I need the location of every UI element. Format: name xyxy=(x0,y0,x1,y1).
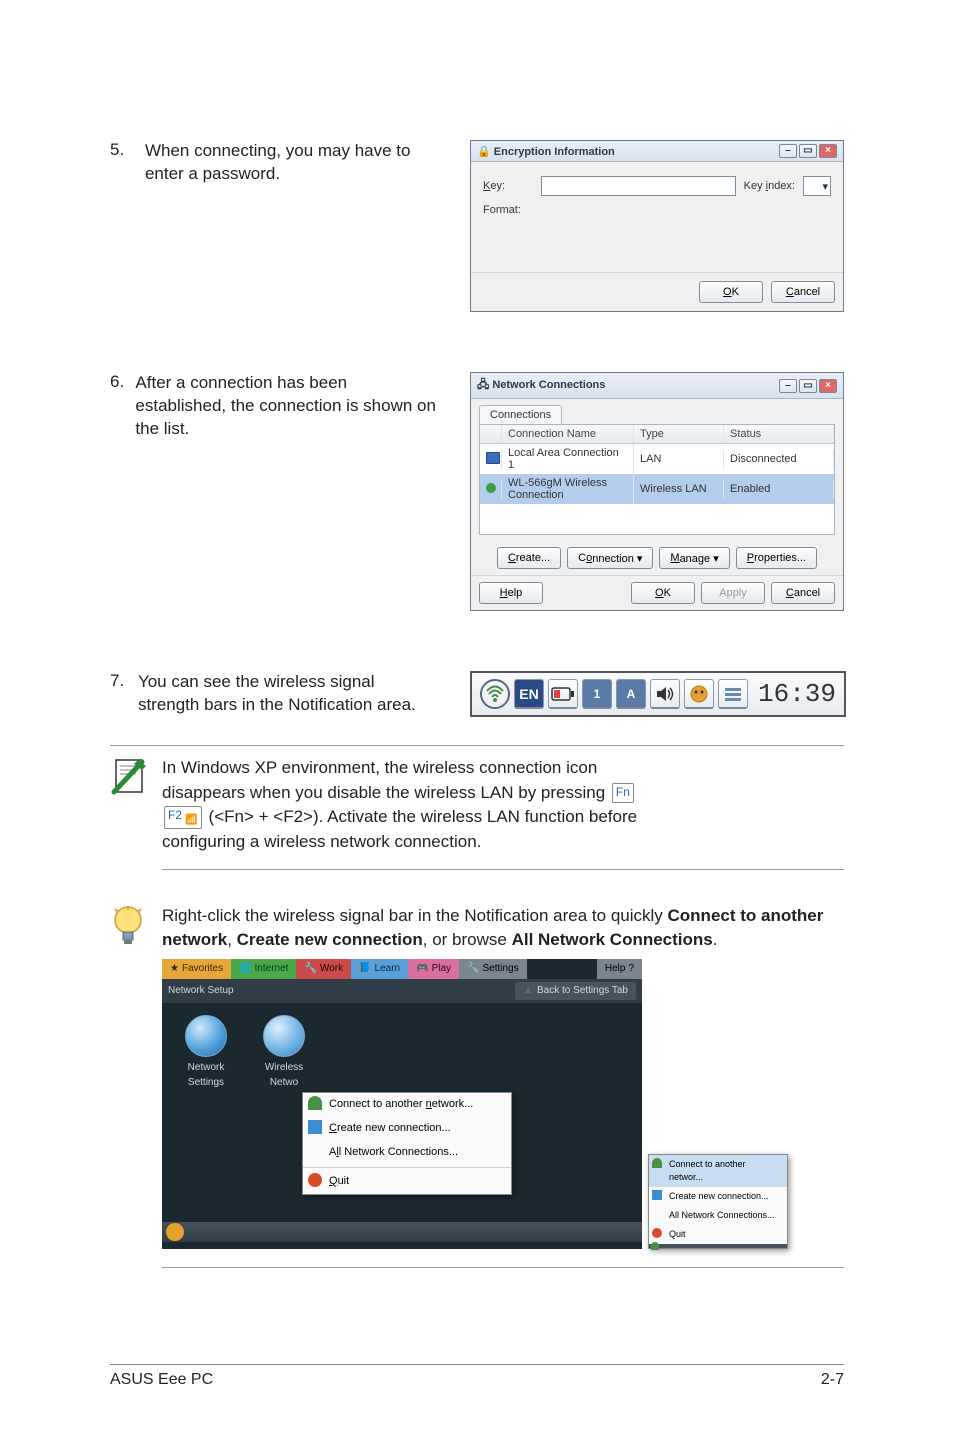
step-7-number: 7. xyxy=(110,671,138,717)
maximize-icon[interactable]: ▭ xyxy=(799,379,817,393)
network-settings-icon[interactable]: Network Settings xyxy=(176,1015,236,1090)
ok-button[interactable]: OK xyxy=(699,281,763,303)
taskbar xyxy=(162,1222,642,1242)
minimize-icon[interactable]: – xyxy=(779,379,797,393)
cancel-button[interactable]: Cancel xyxy=(771,582,835,604)
menu-create-connection[interactable]: Create new connection... xyxy=(303,1117,511,1141)
footer-left: ASUS Eee PC xyxy=(110,1371,213,1389)
properties-button[interactable]: Properties... xyxy=(736,547,817,569)
popup-create-connection[interactable]: Create new connection... xyxy=(649,1187,787,1206)
close-icon[interactable]: × xyxy=(819,379,837,393)
wireless-networks-icon[interactable]: Wireless Netwo xyxy=(254,1015,314,1090)
language-indicator[interactable]: EN xyxy=(514,679,544,709)
wifi-signal-icon[interactable] xyxy=(480,679,510,709)
wifi-icon xyxy=(652,1158,662,1168)
minimize-icon[interactable]: – xyxy=(779,144,797,158)
tab-help[interactable]: Help ? xyxy=(597,959,642,979)
menu-quit[interactable]: Quit xyxy=(303,1170,511,1194)
key-label: Key: xyxy=(483,180,533,192)
wifi-icon xyxy=(486,483,496,493)
table-row[interactable]: Local Area Connection 1 LAN Disconnected xyxy=(480,444,834,474)
popup-quit[interactable]: Quit xyxy=(649,1225,787,1244)
popup-all-connections[interactable]: All Network Connections... xyxy=(649,1206,787,1225)
start-icon[interactable] xyxy=(166,1223,184,1241)
note-1-text: In Windows XP environment, the wireless … xyxy=(162,756,844,870)
key-index-combo[interactable]: ▾ xyxy=(803,176,831,196)
tip-icon xyxy=(110,904,152,1274)
col-connection-name: Connection Name xyxy=(502,425,634,443)
format-label: Format: xyxy=(483,204,533,216)
col-type: Type xyxy=(634,425,724,443)
connections-table: Connection Name Type Status Local Area C… xyxy=(479,424,835,535)
network-icon[interactable] xyxy=(718,679,748,709)
create-button[interactable]: Create... xyxy=(497,547,561,569)
menu-all-connections[interactable]: All Network Connections... xyxy=(303,1141,511,1165)
ok-button[interactable]: OK xyxy=(631,582,695,604)
step-5-number: 5. xyxy=(110,140,145,186)
fn-key-icon: Fn xyxy=(612,783,634,802)
note-icon xyxy=(110,756,152,870)
maximize-icon[interactable]: ▭ xyxy=(799,144,817,158)
quit-icon xyxy=(652,1228,662,1238)
popup-connect-another[interactable]: Connect to another networ... xyxy=(649,1155,787,1187)
tab-internet[interactable]: 🌐 Internet xyxy=(231,959,296,979)
menu-connect-another[interactable]: Connect to another network... xyxy=(303,1093,511,1117)
tray-context-popup: Connect to another networ... Create new … xyxy=(648,1154,788,1249)
breadcrumb: Network Setup xyxy=(168,984,234,999)
key-index-label: Key index: xyxy=(744,180,795,192)
apply-button: Apply xyxy=(701,582,765,604)
wifi-icon xyxy=(308,1096,322,1110)
clock: 16:39 xyxy=(758,679,836,709)
tab-play[interactable]: 🎮 Play xyxy=(408,959,459,979)
help-button[interactable]: Help xyxy=(479,582,543,604)
key-input[interactable] xyxy=(541,176,736,196)
encryption-dialog: 🔒 Encryption Information – ▭ × Key: Key … xyxy=(470,140,844,312)
f2-key-icon: F2 📶 xyxy=(164,806,202,829)
network-connections-dialog: 🖧 Network Connections – ▭ × Connections … xyxy=(470,372,844,611)
table-row-selected[interactable]: WL-566gM Wireless Connection Wireless LA… xyxy=(480,474,834,504)
step-6-number: 6. xyxy=(110,372,135,441)
numlock-icon[interactable]: 1 xyxy=(582,679,612,709)
tab-favorites[interactable]: ★ Favorites xyxy=(162,959,231,979)
step-7-text: You can see the wireless signal strength… xyxy=(138,671,440,717)
tab-learn[interactable]: 📘 Learn xyxy=(351,959,408,979)
tab-settings[interactable]: 🔧 Settings xyxy=(459,959,527,979)
easy-mode-screenshot: ★ Favorites 🌐 Internet 🔧 Work 📘 Learn 🎮 … xyxy=(162,959,642,1249)
battery-icon[interactable] xyxy=(548,679,578,709)
connection-button[interactable]: Connection ▾ xyxy=(567,547,653,569)
volume-icon[interactable] xyxy=(650,679,680,709)
tab-work[interactable]: 🔧 Work xyxy=(296,959,351,979)
step-5-text: When connecting, you may have to enter a… xyxy=(145,140,440,186)
antivirus-icon[interactable] xyxy=(684,679,714,709)
context-menu: Connect to another network... Create new… xyxy=(302,1092,512,1195)
notification-area: EN 1 A 16:39 xyxy=(470,671,846,717)
col-status: Status xyxy=(724,425,834,443)
step-6-text: After a connection has been established,… xyxy=(135,372,440,441)
back-button[interactable]: ▲ Back to Settings Tab xyxy=(515,982,636,1001)
close-icon[interactable]: × xyxy=(819,144,837,158)
connections-tab[interactable]: Connections xyxy=(479,405,562,424)
plus-icon xyxy=(652,1190,662,1200)
lan-icon xyxy=(486,452,500,464)
network-dialog-title: 🖧 Network Connections xyxy=(477,376,605,395)
footer-right: 2-7 xyxy=(821,1371,844,1389)
encryption-dialog-title: 🔒 Encryption Information xyxy=(477,145,615,158)
note-2-text: Right-click the wireless signal bar in t… xyxy=(162,904,844,1274)
plus-icon xyxy=(308,1120,322,1134)
manage-button[interactable]: Manage ▾ xyxy=(659,547,729,569)
quit-icon xyxy=(308,1173,322,1187)
capslock-icon[interactable]: A xyxy=(616,679,646,709)
cancel-button[interactable]: Cancel xyxy=(771,281,835,303)
